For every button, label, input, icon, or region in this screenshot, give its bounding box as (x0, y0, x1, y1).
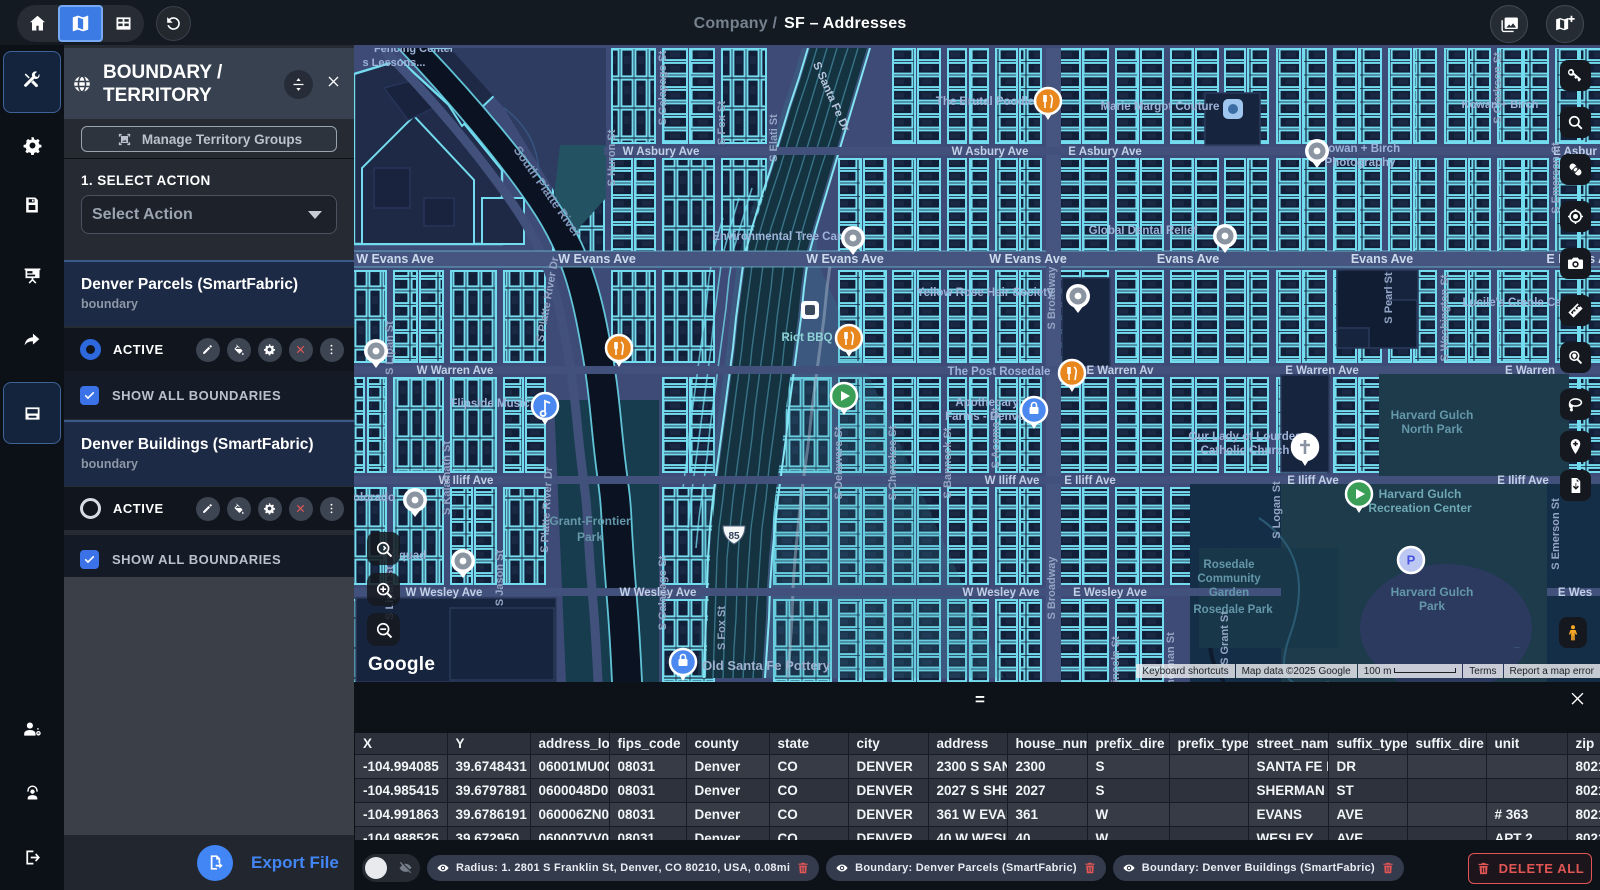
svg-text:Kowan + Birch: Kowan + Birch (1462, 99, 1539, 111)
svg-text:Harvard Gulch: Harvard Gulch (1379, 487, 1462, 501)
svg-text:S Acoma St: S Acoma St (990, 407, 1002, 468)
svg-text:Park: Park (577, 530, 603, 544)
svg-text:S Elati St: S Elati St (768, 114, 780, 162)
svg-text:Global Dental Relief: Global Dental Relief (1089, 225, 1198, 237)
svg-text:W Evans Ave: W Evans Ave (806, 252, 884, 266)
svg-text:S Washington St: S Washington St (1439, 274, 1451, 361)
svg-text:85: 85 (728, 531, 740, 542)
svg-text:S Cherokee St: S Cherokee St (887, 425, 899, 500)
svg-text:S Clarkson St: S Clarkson St (1514, 646, 1521, 649)
svg-text:W Warren Ave: W Warren Ave (417, 365, 494, 377)
svg-text:S Fox St: S Fox St (716, 606, 728, 650)
svg-text:E Warren Av: E Warren Av (1086, 365, 1154, 377)
svg-text:Evans Ave: Evans Ave (1157, 252, 1219, 266)
svg-text:Rowan + Birch: Rowan + Birch (1320, 143, 1400, 155)
svg-text:North Park: North Park (1401, 422, 1463, 436)
svg-text:W Wesley Ave: W Wesley Ave (620, 587, 697, 599)
svg-text:Harvard Gulch: Harvard Gulch (1391, 585, 1474, 599)
svg-text:P: P (1407, 553, 1416, 568)
svg-text:Garden: Garden (1209, 587, 1249, 599)
svg-text:W Iliff Ave: W Iliff Ave (985, 475, 1040, 487)
svg-text:E Iliff Ave: E Iliff Ave (1497, 475, 1549, 487)
svg-text:S Fox St: S Fox St (716, 101, 728, 145)
svg-text:S Platte River Dr: S Platte River Dr (539, 466, 556, 553)
svg-text:Fencing Center: Fencing Center (374, 48, 455, 55)
svg-text:Evans Ave: Evans Ave (1351, 252, 1413, 266)
svg-text:Rosedale: Rosedale (1203, 559, 1254, 571)
svg-text:E Warren Ave: E Warren Ave (1285, 365, 1359, 377)
svg-text:W Iliff Ave: W Iliff Ave (439, 475, 494, 487)
svg-text:Our Lady of Lourdes: Our Lady of Lourdes (1188, 431, 1301, 443)
svg-text:W Evans Ave: W Evans Ave (558, 252, 636, 266)
svg-text:S Jason St: S Jason St (494, 550, 506, 607)
svg-text:The Post Rosedale: The Post Rosedale (948, 366, 1051, 378)
svg-text:Photography: Photography (1325, 157, 1397, 169)
svg-text:S Broadway: S Broadway (1046, 556, 1058, 620)
svg-text:Lucile's Creole Caf: Lucile's Creole Caf (1462, 297, 1565, 309)
svg-text:The Brutal Poodle: The Brutal Poodle (936, 96, 1034, 108)
svg-text:Community: Community (1197, 573, 1261, 585)
svg-text:S Emerson St: S Emerson St (1550, 498, 1562, 570)
svg-text:W Asbury Ave: W Asbury Ave (623, 146, 700, 158)
svg-text:W Asbury Ave: W Asbury Ave (952, 146, 1029, 158)
svg-text:Catholic Church: Catholic Church (1201, 445, 1290, 457)
svg-text:Riot BBQ: Riot BBQ (781, 332, 832, 344)
svg-text:Flipside Music: Flipside Music (450, 398, 530, 410)
svg-text:Marie Margot Couture: Marie Margot Couture (1101, 101, 1220, 113)
svg-text:Grant-Frontier: Grant-Frontier (549, 514, 631, 528)
svg-text:E Warren: E Warren (1505, 365, 1555, 377)
svg-text:S Galapago St: S Galapago St (657, 555, 669, 630)
svg-text:Rosedale Park: Rosedale Park (1193, 604, 1273, 616)
svg-text:W Wesley Ave: W Wesley Ave (406, 587, 483, 599)
svg-text:W Wesley Ave: W Wesley Ave (963, 587, 1040, 599)
svg-text:S Pearl St: S Pearl St (1383, 272, 1395, 324)
svg-text:S Delaware St: S Delaware St (833, 426, 845, 499)
svg-text:S Lipan St: S Lipan St (384, 321, 396, 375)
svg-text:Old Santa Fe Pottery: Old Santa Fe Pottery (702, 658, 831, 673)
svg-text:E Wesley Ave: E Wesley Ave (1073, 587, 1147, 599)
svg-text:S Clarkson St: S Clarkson St (1492, 52, 1504, 124)
svg-text:E Wes: E Wes (1558, 587, 1592, 599)
svg-text:s Lessons...: s Lessons... (363, 57, 426, 69)
svg-text:E Iliff Ave: E Iliff Ave (1287, 475, 1339, 487)
svg-text:Recreation Center: Recreation Center (1368, 501, 1472, 515)
svg-text:S Huron St: S Huron St (606, 129, 618, 186)
svg-text:Environmental Tree Care: Environmental Tree Care (712, 231, 848, 243)
svg-text:S Broadway: S Broadway (1046, 266, 1058, 330)
svg-text:S Emerson St: S Emerson St (1550, 142, 1562, 214)
svg-text:S Logan St: S Logan St (1271, 481, 1283, 539)
svg-text:E Iliff Ave: E Iliff Ave (1064, 475, 1116, 487)
svg-text:Apothecary: Apothecary (955, 397, 1019, 409)
svg-text:Farms - Denver: Farms - Denver (945, 411, 1029, 423)
svg-text:Harvard Gulch: Harvard Gulch (1391, 408, 1474, 422)
svg-text:S Bannock St: S Bannock St (942, 427, 954, 498)
svg-text:W Evans Ave: W Evans Ave (356, 252, 434, 266)
svg-text:S Kalamath St: S Kalamath St (441, 441, 453, 515)
svg-text:Park: Park (1419, 599, 1445, 613)
svg-text:S Lincoln St: S Lincoln St (1110, 636, 1122, 682)
svg-text:olorado: olorado (354, 492, 395, 504)
svg-text:S Grant St: S Grant St (1219, 611, 1231, 665)
svg-text:W Evans Ave: W Evans Ave (989, 252, 1067, 266)
svg-text:S Galapago St: S Galapago St (657, 50, 669, 125)
svg-text:E Asbury Ave: E Asbury Ave (1068, 146, 1142, 158)
svg-text:Yellow Rose Hair Society: Yellow Rose Hair Society (917, 287, 1054, 299)
